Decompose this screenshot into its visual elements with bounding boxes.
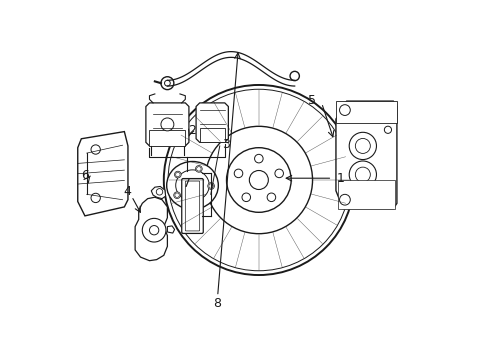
Circle shape [195, 166, 202, 172]
Circle shape [208, 184, 213, 188]
Polygon shape [199, 128, 224, 142]
Circle shape [173, 192, 180, 199]
Circle shape [234, 169, 242, 178]
Circle shape [242, 193, 250, 202]
FancyBboxPatch shape [185, 181, 199, 231]
Polygon shape [78, 132, 128, 216]
Circle shape [355, 139, 369, 153]
Circle shape [149, 226, 159, 235]
Text: 2: 2 [188, 124, 196, 137]
Text: 7: 7 [183, 177, 191, 190]
Circle shape [348, 161, 376, 188]
Circle shape [205, 126, 312, 234]
Text: 1: 1 [336, 172, 344, 185]
Ellipse shape [175, 170, 209, 201]
Polygon shape [167, 226, 174, 233]
Circle shape [249, 171, 268, 189]
Circle shape [254, 154, 263, 163]
Circle shape [195, 200, 200, 204]
Circle shape [348, 132, 376, 159]
Polygon shape [196, 103, 228, 142]
Circle shape [274, 169, 283, 178]
Text: 5: 5 [307, 94, 316, 107]
Circle shape [266, 193, 275, 202]
Circle shape [164, 80, 170, 86]
Polygon shape [145, 103, 188, 146]
Circle shape [196, 167, 201, 171]
Circle shape [194, 199, 201, 206]
Circle shape [339, 194, 349, 205]
Text: 3: 3 [222, 138, 230, 150]
Circle shape [91, 193, 100, 203]
Circle shape [226, 148, 290, 212]
Polygon shape [135, 197, 167, 261]
Circle shape [289, 71, 299, 81]
Text: 4: 4 [123, 185, 131, 198]
Circle shape [91, 145, 100, 154]
Text: 6: 6 [81, 169, 89, 182]
Polygon shape [151, 186, 165, 199]
Polygon shape [149, 130, 185, 146]
Polygon shape [335, 101, 396, 209]
Circle shape [142, 219, 165, 242]
Polygon shape [337, 180, 394, 209]
Ellipse shape [166, 162, 218, 209]
Circle shape [355, 167, 369, 182]
Circle shape [156, 189, 163, 195]
FancyBboxPatch shape [182, 179, 203, 233]
Circle shape [161, 77, 174, 90]
Circle shape [207, 183, 214, 189]
Polygon shape [335, 101, 396, 123]
Circle shape [174, 171, 181, 178]
Circle shape [175, 172, 180, 177]
Circle shape [161, 118, 174, 131]
Circle shape [175, 193, 179, 197]
Text: 8: 8 [213, 297, 221, 310]
Circle shape [339, 105, 349, 116]
Circle shape [384, 126, 391, 134]
